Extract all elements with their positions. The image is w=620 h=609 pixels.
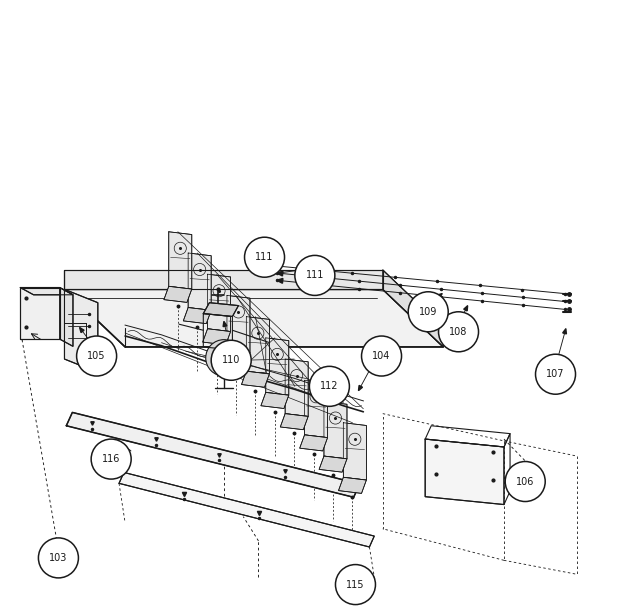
Polygon shape bbox=[277, 271, 283, 276]
Polygon shape bbox=[184, 308, 211, 323]
Polygon shape bbox=[464, 306, 467, 311]
Text: 104: 104 bbox=[373, 351, 391, 361]
Polygon shape bbox=[20, 287, 73, 295]
Text: 111: 111 bbox=[255, 252, 273, 262]
Polygon shape bbox=[66, 412, 360, 498]
Polygon shape bbox=[266, 338, 289, 395]
Circle shape bbox=[211, 340, 251, 380]
Circle shape bbox=[536, 354, 575, 394]
Circle shape bbox=[309, 367, 350, 406]
Text: 103: 103 bbox=[49, 553, 68, 563]
Polygon shape bbox=[383, 270, 443, 347]
Text: 111: 111 bbox=[306, 270, 324, 280]
Polygon shape bbox=[280, 414, 308, 430]
Polygon shape bbox=[164, 286, 192, 303]
Text: 107: 107 bbox=[546, 369, 565, 379]
Circle shape bbox=[361, 336, 402, 376]
Text: 110: 110 bbox=[222, 355, 241, 365]
Circle shape bbox=[408, 292, 448, 332]
Circle shape bbox=[505, 462, 545, 502]
Text: 106: 106 bbox=[516, 476, 534, 487]
Polygon shape bbox=[169, 232, 192, 289]
Polygon shape bbox=[268, 263, 274, 268]
Text: replacementparts.com: replacementparts.com bbox=[235, 304, 385, 317]
Polygon shape bbox=[339, 477, 366, 493]
Text: 112: 112 bbox=[320, 381, 339, 392]
Polygon shape bbox=[299, 435, 327, 451]
Polygon shape bbox=[242, 371, 269, 387]
Text: 115: 115 bbox=[346, 580, 365, 590]
Polygon shape bbox=[79, 328, 84, 333]
Polygon shape bbox=[246, 317, 269, 374]
Polygon shape bbox=[285, 359, 308, 417]
Circle shape bbox=[91, 439, 131, 479]
Polygon shape bbox=[304, 380, 327, 438]
Polygon shape bbox=[223, 322, 227, 326]
Polygon shape bbox=[358, 385, 363, 390]
Polygon shape bbox=[309, 381, 314, 385]
Polygon shape bbox=[261, 392, 289, 409]
Circle shape bbox=[206, 340, 242, 376]
Polygon shape bbox=[60, 287, 73, 347]
Polygon shape bbox=[425, 439, 504, 504]
Text: 108: 108 bbox=[450, 327, 467, 337]
Circle shape bbox=[335, 565, 376, 605]
Polygon shape bbox=[324, 401, 347, 459]
Text: 109: 109 bbox=[419, 307, 437, 317]
Text: 116: 116 bbox=[102, 454, 120, 464]
Polygon shape bbox=[64, 289, 98, 372]
Polygon shape bbox=[119, 473, 374, 547]
Polygon shape bbox=[222, 350, 250, 366]
Polygon shape bbox=[246, 256, 252, 261]
Polygon shape bbox=[188, 253, 211, 311]
Circle shape bbox=[295, 255, 335, 295]
Polygon shape bbox=[208, 274, 231, 331]
Polygon shape bbox=[227, 295, 250, 353]
Polygon shape bbox=[64, 270, 383, 289]
Polygon shape bbox=[437, 294, 442, 298]
Circle shape bbox=[438, 312, 479, 352]
Text: 105: 105 bbox=[87, 351, 106, 361]
Polygon shape bbox=[563, 329, 567, 334]
Polygon shape bbox=[64, 289, 443, 347]
Circle shape bbox=[77, 336, 117, 376]
Circle shape bbox=[244, 238, 285, 277]
Circle shape bbox=[38, 538, 78, 578]
Polygon shape bbox=[203, 303, 239, 317]
Polygon shape bbox=[319, 456, 347, 472]
Polygon shape bbox=[343, 423, 366, 480]
Polygon shape bbox=[203, 329, 231, 345]
Polygon shape bbox=[20, 287, 60, 339]
Polygon shape bbox=[260, 273, 265, 276]
Polygon shape bbox=[277, 278, 283, 283]
